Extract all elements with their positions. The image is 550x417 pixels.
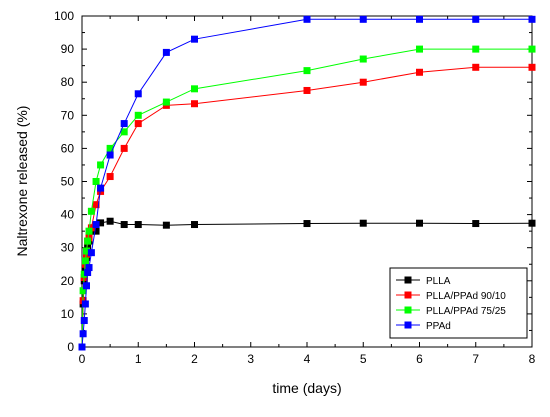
- data-point: [83, 247, 90, 255]
- data-point: [528, 15, 536, 23]
- series-4: [78, 15, 536, 351]
- data-point: [79, 287, 87, 295]
- legend-marker: [404, 306, 412, 314]
- data-point: [416, 219, 423, 227]
- legend: PLLA PLLA/PPAd 90/10 PLLA/PPAd 75/25 PPAd: [389, 267, 528, 339]
- y-tick-label: 80: [61, 75, 75, 89]
- y-tick-label: 50: [61, 175, 75, 189]
- data-point: [84, 237, 92, 245]
- x-tick-label: 4: [304, 352, 311, 366]
- data-point: [528, 45, 536, 53]
- y-tick-label: 70: [61, 108, 75, 122]
- series-layer: [78, 15, 536, 351]
- data-point: [528, 219, 536, 227]
- x-tick-label: 7: [472, 352, 479, 366]
- data-point: [83, 282, 90, 290]
- legend-label: PLLA: [426, 276, 451, 287]
- y-tick-label: 0: [67, 340, 74, 354]
- data-point: [97, 184, 105, 192]
- data-point: [84, 269, 92, 277]
- data-point: [528, 63, 536, 71]
- data-point: [97, 219, 105, 227]
- data-point: [81, 257, 89, 265]
- legend-label: PLLA/PPAd 90/10: [426, 291, 506, 302]
- x-tick-label: 2: [191, 352, 198, 366]
- data-point: [92, 221, 100, 229]
- data-point: [303, 220, 311, 228]
- data-point: [120, 144, 128, 152]
- y-tick-label: 10: [61, 307, 75, 321]
- data-point: [106, 217, 114, 225]
- data-point: [92, 201, 100, 209]
- data-point: [191, 221, 198, 229]
- data-point: [162, 98, 170, 106]
- data-point: [134, 120, 142, 128]
- data-point: [87, 207, 95, 215]
- data-point: [92, 227, 100, 235]
- data-point: [120, 221, 128, 229]
- legend-label: PLLA/PPAd 75/25: [426, 306, 506, 317]
- y-tick-label: 60: [61, 141, 75, 155]
- data-point: [359, 219, 367, 227]
- data-point: [79, 330, 87, 338]
- data-point: [416, 68, 423, 76]
- y-tick-label: 30: [61, 241, 75, 255]
- x-axis-title: time (days): [272, 380, 341, 396]
- data-point: [78, 343, 86, 351]
- data-point: [472, 63, 480, 71]
- x-tick-label: 8: [529, 352, 536, 366]
- y-tick-label: 20: [61, 274, 75, 288]
- data-point: [191, 85, 198, 93]
- legend-marker: [404, 321, 412, 329]
- legend-marker: [404, 276, 412, 284]
- y-tick-label: 40: [61, 208, 75, 222]
- data-point: [359, 78, 367, 86]
- data-point: [191, 35, 198, 43]
- data-point: [162, 221, 170, 229]
- data-point: [120, 128, 128, 136]
- data-point: [134, 221, 142, 229]
- data-point: [85, 227, 93, 235]
- data-point: [120, 120, 128, 128]
- data-point: [472, 15, 480, 23]
- y-tick-label: 100: [54, 9, 74, 23]
- legend-marker: [404, 291, 412, 299]
- data-point: [416, 15, 423, 23]
- data-point: [81, 300, 89, 308]
- data-point: [303, 15, 311, 23]
- data-point: [106, 151, 114, 159]
- data-point: [359, 55, 367, 63]
- data-point: [416, 45, 423, 53]
- data-point: [92, 178, 100, 185]
- x-tick-label: 0: [79, 352, 86, 366]
- y-axis: 0 10 20 30 40 50 60 70 80 90 100: [54, 9, 532, 354]
- x-tick-label: 6: [416, 352, 423, 366]
- data-point: [303, 67, 311, 75]
- data-point: [106, 173, 114, 181]
- legend-items: PLLA PLLA/PPAd 90/10 PLLA/PPAd 75/25 PPAd: [396, 276, 506, 332]
- series-3: [78, 45, 536, 351]
- data-point: [191, 100, 198, 108]
- legend-label: PPAd: [426, 321, 451, 332]
- data-point: [97, 161, 105, 169]
- data-point: [134, 111, 142, 119]
- data-point: [472, 220, 480, 228]
- x-tick-label: 5: [360, 352, 367, 366]
- data-point: [85, 264, 93, 272]
- data-point: [80, 317, 88, 325]
- y-tick-label: 90: [61, 42, 75, 56]
- y-axis-title: Naltrexone released (%): [14, 106, 30, 257]
- data-point: [303, 86, 311, 94]
- data-point: [472, 45, 480, 53]
- data-point: [162, 48, 170, 56]
- data-point: [87, 249, 95, 257]
- data-point: [106, 144, 114, 152]
- x-tick-label: 3: [247, 352, 254, 366]
- x-tick-label: 1: [135, 352, 142, 366]
- data-point: [134, 90, 142, 98]
- data-point: [359, 15, 367, 23]
